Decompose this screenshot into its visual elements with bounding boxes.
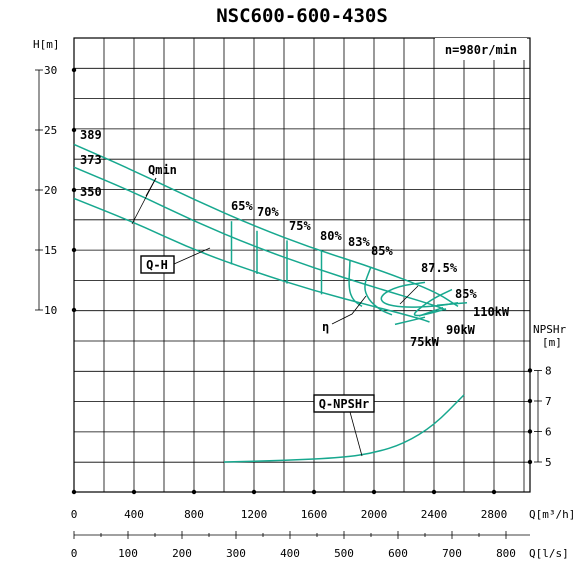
efficiency-label: 85% — [455, 287, 477, 301]
head-axis-tick-label: 10 — [44, 304, 57, 317]
efficiency-label: 80% — [320, 229, 342, 243]
flow-axis-m3h-dot — [191, 489, 197, 495]
efficiency-label: 83% — [348, 235, 370, 249]
power-curves: 110kW 90kW 75kW — [394, 302, 510, 349]
flow-axis-ls-tick-label: 800 — [496, 547, 516, 560]
npshr-axis-unit: [m] — [542, 336, 562, 349]
efficiency-label: 85% — [371, 244, 393, 258]
head-axis: H[m] 30 25 20 15 10 — [33, 38, 77, 317]
qmin-leader-2 — [145, 177, 157, 197]
flow-axis-m3h-tick-label: 400 — [124, 508, 144, 521]
efficiency-label: 87.5% — [421, 261, 458, 275]
npshr-curve — [223, 394, 465, 463]
impeller-label-350: 350 — [80, 185, 102, 199]
eta-leader — [331, 295, 367, 325]
flow-axis-ls-tick-label: 100 — [118, 547, 138, 560]
flow-axis-m3h-dot — [251, 489, 257, 495]
npshr-axis-dot — [527, 368, 533, 373]
power-label-90kW: 90kW — [446, 323, 476, 337]
flow-axis-ls-tick-label: 0 — [71, 547, 78, 560]
npshr-axis: NPSHr [m] 8 7 6 5 — [527, 323, 566, 469]
flow-axis-m3h-dot — [311, 489, 317, 495]
efficiency-87-leader — [399, 285, 419, 305]
flow-axis-m3h-dot — [371, 489, 377, 495]
flow-axis-m3h-tick-label: 2400 — [421, 508, 448, 521]
flow-axis-m3h-tick-label: 1200 — [241, 508, 268, 521]
flow-axis-m3h-tick-label: 0 — [71, 508, 78, 521]
qh-label: Q-H — [146, 258, 168, 272]
flow-axis-ls-tick-label: 600 — [388, 547, 408, 560]
head-axis-tick-label: 15 — [44, 244, 57, 257]
head-axis-dot — [71, 307, 77, 313]
flow-axis-m3h-dot — [431, 489, 437, 495]
annotations: Qmin Q-H η Q-NPSHr — [131, 163, 419, 457]
flow-axis-m3h-tick-label: 1600 — [301, 508, 328, 521]
flow-axis-m3h-tick-label: 2000 — [361, 508, 388, 521]
head-axis-dot — [71, 127, 77, 133]
head-axis-tick-label: 20 — [44, 184, 57, 197]
npshr-axis-tick-label: 8 — [545, 365, 552, 378]
head-axis-tick-label: 25 — [44, 124, 57, 137]
head-axis-dot — [71, 247, 77, 253]
flow-axis-ls-tick-label: 400 — [280, 547, 300, 560]
head-curves: 389 373 350 — [73, 128, 459, 323]
efficiency-curves: 65% 70%75%80% 83%85%87.5%85% — [230, 199, 477, 317]
head-axis-dot — [71, 67, 77, 73]
npshr-curve-group — [223, 394, 465, 463]
npshr-axis-tick-label: 7 — [545, 395, 552, 408]
speed-label: n=980r/min — [445, 43, 517, 57]
head-curve-350 — [73, 197, 430, 323]
efficiency-label: 75% — [289, 219, 311, 233]
chart-title: NSC600-600-430S — [216, 5, 388, 27]
efficiency-curve-7 — [380, 281, 459, 308]
flow-axis-m3h-dot — [71, 489, 77, 495]
flow-axis-ls-tick-label: 300 — [226, 547, 246, 560]
power-label-110kW: 110kW — [473, 305, 510, 319]
eta-label: η — [322, 320, 329, 334]
npshr-axis-tick-label: 6 — [545, 426, 552, 439]
efficiency-curve-6 — [364, 266, 393, 316]
head-curve-373 — [73, 166, 447, 311]
npshr-axis-dot — [527, 429, 533, 434]
flow-axis-ls-label: Q[l/s] — [529, 547, 569, 560]
flow-axis-ls-tick-label: 200 — [172, 547, 192, 560]
npshr-leader — [349, 411, 363, 457]
power-curve-1 — [436, 302, 468, 306]
flow-axis-m3h-tick-label: 800 — [184, 508, 204, 521]
efficiency-label: 70% — [257, 205, 279, 219]
impeller-label-373: 373 — [80, 153, 102, 167]
flow-axis-m3h-dot — [491, 489, 497, 495]
efficiency-label: 65% — [231, 199, 253, 213]
head-axis-dot — [71, 187, 77, 193]
flow-axis-m3h-dot — [131, 489, 137, 495]
head-axis-label: H[m] — [33, 38, 60, 51]
flow-axis-ls: Q[l/s] 0 100 200 300 400 500 600 700 800 — [71, 531, 569, 560]
qh-label-box — [140, 255, 175, 274]
power-curve-2 — [418, 306, 444, 317]
npshr-axis-dot — [527, 398, 533, 404]
power-label-75kW: 75kW — [410, 335, 440, 349]
flow-axis-m3h-tick-label: 2800 — [481, 508, 508, 521]
flow-axis-ls-tick-label: 700 — [442, 547, 462, 560]
flow-axis-m3h: Q[m³/h] 0 400 800 1200 1600 2000 2400 2800 — [71, 489, 575, 521]
flow-axis-m3h-label: Q[m³/h] — [529, 508, 575, 521]
qmin-label: Qmin — [148, 163, 177, 177]
speed-label-background — [435, 38, 527, 60]
head-axis-tick-label: 30 — [44, 64, 57, 77]
head-curve-389 — [73, 143, 459, 308]
npshr-label: Q-NPSHr — [319, 397, 370, 411]
power-curve-3 — [394, 316, 426, 326]
npshr-axis-tick-label: 5 — [545, 456, 552, 469]
grid-lines — [73, 37, 531, 493]
efficiency-curve-8 — [413, 288, 453, 317]
plot-frame — [73, 37, 531, 493]
impeller-label-389: 389 — [80, 128, 102, 142]
flow-axis-ls-tick-label: 500 — [334, 547, 354, 560]
npshr-axis-label: NPSHr — [533, 323, 566, 336]
qh-leader — [173, 247, 211, 265]
efficiency-curve-5 — [348, 260, 363, 308]
npshr-axis-dot — [527, 459, 533, 465]
npshr-label-box — [313, 394, 375, 413]
